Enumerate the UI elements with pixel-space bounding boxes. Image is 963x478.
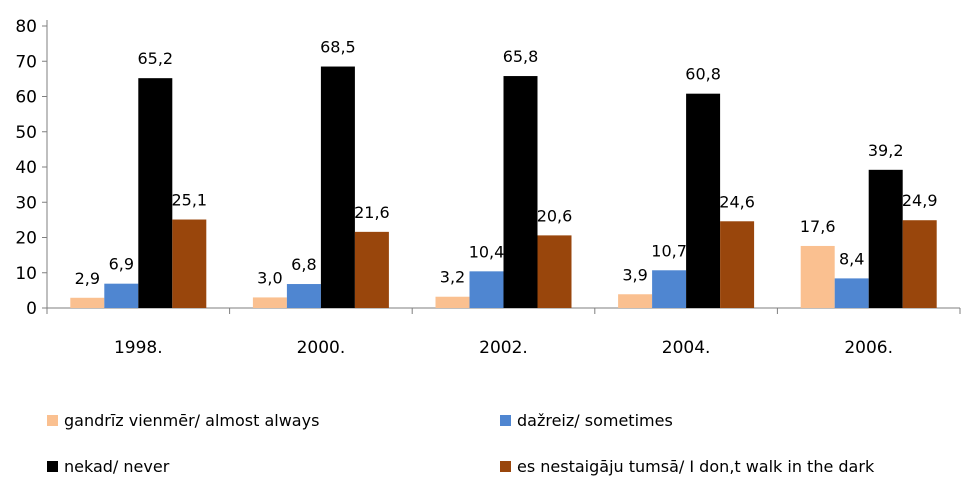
y-tick-label: 30 bbox=[15, 193, 37, 213]
bar bbox=[354, 231, 389, 308]
data-label: 8,4 bbox=[839, 249, 864, 268]
data-label: 3,0 bbox=[257, 268, 282, 287]
x-tick-label: 2000. bbox=[297, 338, 346, 358]
bar bbox=[70, 297, 105, 308]
bar bbox=[469, 271, 504, 308]
bar bbox=[503, 76, 538, 309]
data-label: 17,6 bbox=[800, 217, 836, 236]
y-tick-label: 40 bbox=[15, 158, 37, 178]
bar bbox=[800, 245, 835, 308]
x-tick-label: 2004. bbox=[662, 338, 711, 358]
y-tick-label: 70 bbox=[15, 52, 37, 72]
data-label: 3,2 bbox=[440, 268, 465, 287]
bar bbox=[618, 294, 653, 308]
data-label: 68,5 bbox=[320, 38, 356, 57]
bar bbox=[286, 284, 321, 308]
data-label: 24,6 bbox=[719, 192, 755, 211]
data-label: 24,9 bbox=[902, 191, 938, 210]
data-label: 60,8 bbox=[685, 65, 721, 84]
data-label: 10,7 bbox=[651, 241, 687, 260]
y-tick-label: 50 bbox=[15, 123, 37, 143]
data-label: 20,6 bbox=[537, 206, 573, 225]
data-label: 2,9 bbox=[75, 269, 100, 288]
bar bbox=[172, 219, 207, 308]
bar bbox=[902, 220, 937, 308]
bar bbox=[720, 221, 755, 308]
bar bbox=[435, 296, 470, 308]
bar bbox=[652, 270, 687, 308]
y-tick-label: 80 bbox=[15, 17, 37, 37]
data-label: 39,2 bbox=[868, 141, 904, 160]
x-tick-label: 1998. bbox=[114, 338, 163, 358]
data-label: 3,9 bbox=[622, 265, 647, 284]
bar bbox=[104, 283, 139, 308]
bar bbox=[686, 93, 721, 309]
data-label: 10,4 bbox=[469, 242, 505, 261]
x-tick-label: 2006. bbox=[844, 338, 893, 358]
y-tick-label: 20 bbox=[15, 229, 37, 249]
data-label: 21,6 bbox=[354, 203, 390, 222]
data-label: 6,9 bbox=[109, 255, 134, 274]
y-tick-label: 0 bbox=[26, 299, 37, 319]
data-label: 6,8 bbox=[291, 255, 316, 274]
bar bbox=[320, 66, 355, 308]
data-label: 25,1 bbox=[171, 191, 207, 210]
x-tick-label: 2002. bbox=[479, 338, 528, 358]
y-tick-label: 60 bbox=[15, 88, 37, 108]
bar bbox=[834, 278, 869, 308]
data-label: 65,8 bbox=[503, 47, 539, 66]
data-label: 65,2 bbox=[137, 49, 173, 68]
bar bbox=[537, 235, 572, 308]
bar bbox=[138, 78, 173, 308]
bar bbox=[868, 169, 903, 308]
bar bbox=[252, 297, 287, 308]
y-tick-label: 10 bbox=[15, 264, 37, 284]
